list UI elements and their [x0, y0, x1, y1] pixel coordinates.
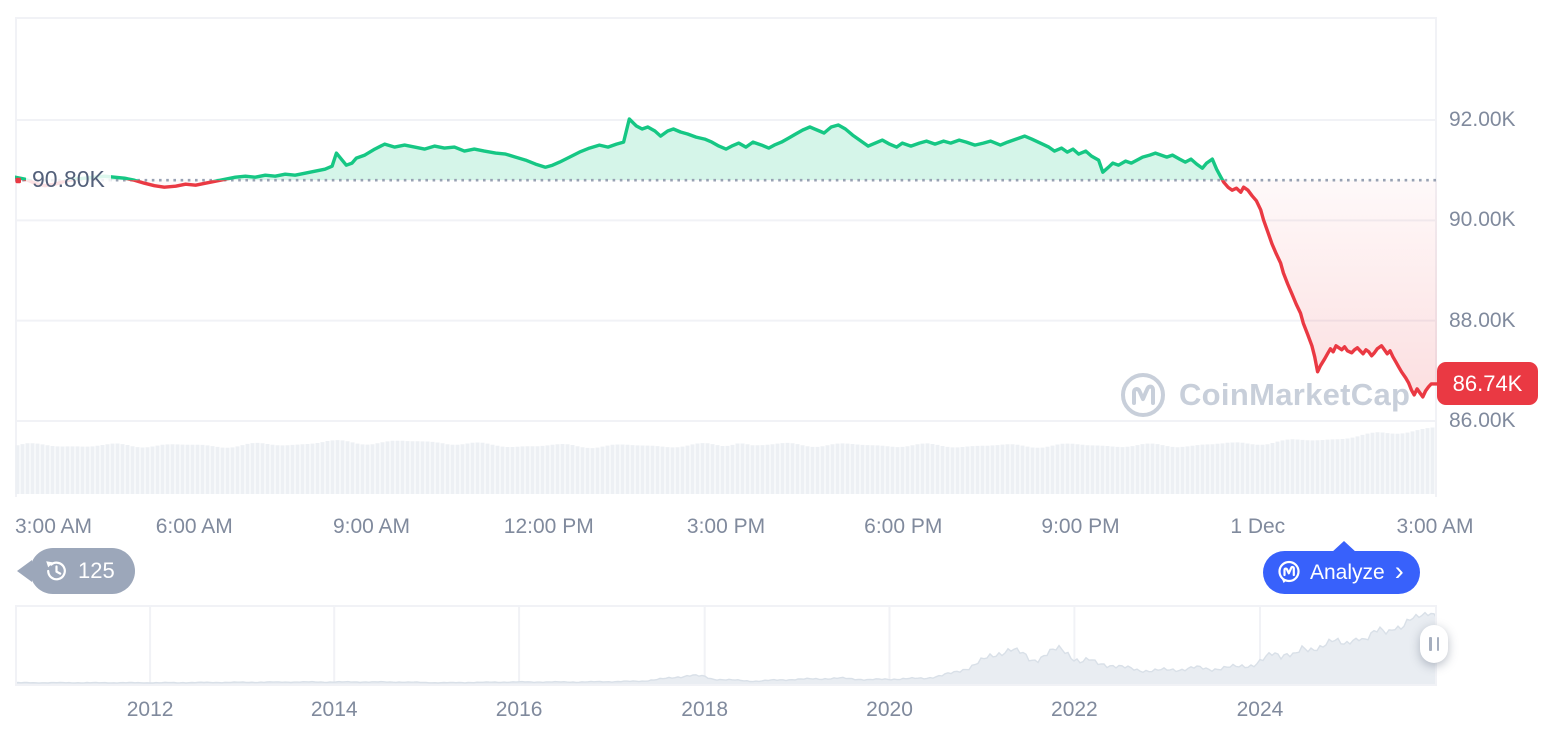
nav-year-label: 2014 [310, 698, 358, 721]
y-tick-label: 90.00K [1449, 208, 1516, 232]
nav-year-label: 2024 [1236, 698, 1284, 721]
coinmarketcap-logo [1121, 373, 1165, 417]
history-clock-icon [46, 561, 66, 581]
watermark-text: CoinMarketCap [1179, 377, 1411, 412]
x-tick-label: 12:00 PM [503, 515, 594, 538]
coinmarketcap-chat-logo [1278, 560, 1300, 583]
baseline-price-label: 90.80K [26, 165, 111, 194]
y-tick-label: 92.00K [1449, 108, 1516, 131]
x-tick-label: 1 Dec [1230, 515, 1286, 538]
y-tick-label: 86.00K [1449, 409, 1516, 432]
x-tick-label: 6:00 PM [864, 515, 943, 538]
x-tick-label: 3:00 PM [686, 515, 766, 538]
chevron-right-icon: › [1394, 556, 1404, 586]
x-tick-label: 3:00 AM [1396, 515, 1474, 538]
nav-year-label: 2022 [1051, 698, 1098, 721]
price-chart-canvas[interactable] [15, 17, 1437, 497]
x-tick-label: 6:00 AM [155, 515, 233, 538]
nav-year-label: 2018 [681, 698, 729, 721]
x-tick-label: 9:00 AM [332, 515, 411, 538]
coinmarketcap-watermark: CoinMarketCap [1120, 372, 1410, 418]
analyze-button[interactable]: Analyze › [1263, 541, 1420, 594]
y-tick-label: 88.00K [1449, 308, 1516, 332]
history-count: 125 [78, 558, 115, 583]
nav-year-label: 2016 [495, 698, 543, 721]
nav-year-label: 2012 [126, 698, 174, 721]
nav-year-label: 2020 [866, 698, 913, 721]
history-navigator[interactable] [14, 605, 1438, 687]
current-price-badge: 86.74K [1437, 362, 1538, 405]
history-count-pill[interactable]: 125 [30, 548, 135, 594]
analyze-label: Analyze [1310, 560, 1385, 584]
x-tick-label: 3:00 AM [15, 515, 93, 538]
navigator-drag-handle-icon[interactable] [1420, 625, 1448, 663]
x-tick-label: 9:00 PM [1041, 515, 1120, 538]
